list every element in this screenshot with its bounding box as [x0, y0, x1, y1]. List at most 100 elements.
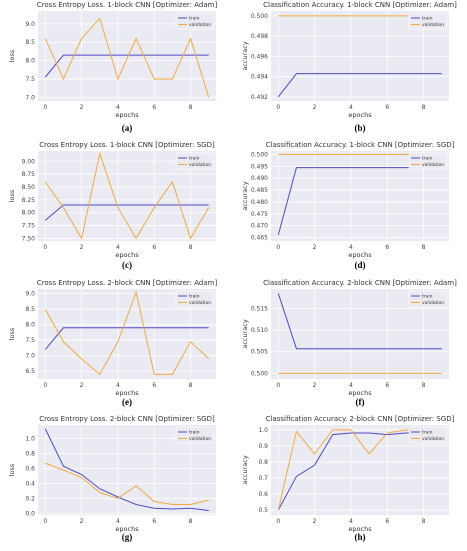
- y-tick-label: 7.5: [25, 337, 35, 344]
- x-tick-label: 6: [152, 518, 156, 525]
- x-tick-label: 0: [276, 244, 280, 251]
- y-tick-label: 9.0: [25, 21, 35, 28]
- x-tick-label: 4: [116, 518, 120, 525]
- y-tick-label: 0.490: [251, 175, 268, 182]
- x-tick-label: 2: [80, 244, 84, 251]
- x-tick-label: 0: [276, 382, 280, 389]
- y-axis-label: loss: [8, 49, 16, 62]
- subfigure-caption: (h): [340, 532, 380, 542]
- chart-panel: Classification Accuracy. 2-block CNN [Op…: [233, 414, 466, 551]
- x-tick-label: 6: [385, 518, 389, 525]
- legend-label: validation: [189, 162, 211, 168]
- chart-panel: Cross Entropy Loss. 1-block CNN [Optimiz…: [0, 140, 233, 277]
- y-tick-label: 0.500: [251, 13, 268, 20]
- x-tick-label: 4: [116, 104, 120, 111]
- x-tick-label: 4: [349, 518, 353, 525]
- x-tick-label: 4: [349, 104, 353, 111]
- y-axis-label: loss: [8, 463, 16, 476]
- y-tick-label: 0.496: [251, 53, 268, 60]
- y-axis-label: accuracy: [241, 181, 249, 210]
- y-tick-label: 1.0: [25, 436, 35, 443]
- y-tick-label: 9.00: [22, 158, 36, 165]
- chart-panel: Classification Accuracy. 1-block CNN [Op…: [233, 0, 466, 137]
- x-tick-label: 8: [422, 518, 426, 525]
- chart-panel: Classification Accuracy. 2-block CNN [Op…: [233, 278, 466, 415]
- legend-label: train: [189, 156, 200, 162]
- x-tick-label: 8: [189, 244, 193, 251]
- y-tick-label: 1.0: [258, 427, 268, 434]
- line-chart: Cross Entropy Loss. 2-block CNN [Optimiz…: [0, 414, 233, 536]
- line-chart: Cross Entropy Loss. 1-block CNN [Optimiz…: [0, 0, 233, 122]
- x-tick-label: 8: [189, 518, 193, 525]
- legend-label: validation: [422, 22, 444, 28]
- x-tick-label: 2: [80, 518, 84, 525]
- y-axis-label: accuracy: [241, 41, 249, 70]
- line-chart: Classification Accuracy. 1-block CNN [Op…: [233, 0, 466, 122]
- chart-title: Classification Accuracy. 2-block CNN [Op…: [263, 279, 457, 287]
- y-tick-label: 0.498: [251, 33, 268, 40]
- y-tick-label: 8.25: [22, 197, 36, 204]
- subfigure-caption: (g): [107, 532, 147, 542]
- x-tick-label: 0: [43, 382, 47, 389]
- y-tick-label: 0.494: [251, 74, 268, 81]
- x-tick-label: 2: [313, 382, 317, 389]
- subfigure-caption: (a): [107, 123, 147, 133]
- x-axis-label: epochs: [348, 389, 372, 397]
- y-tick-label: 0.480: [251, 199, 268, 206]
- chart-title: Classification Accuracy. 1-block CNN [Op…: [263, 1, 457, 9]
- y-axis-label: accuracy: [241, 455, 249, 484]
- y-tick-label: 0.4: [25, 481, 35, 488]
- y-tick-label: 0.6: [258, 491, 268, 498]
- y-tick-label: 8.0: [25, 58, 35, 65]
- y-tick-label: 0.9: [258, 443, 268, 450]
- y-tick-label: 0.510: [251, 327, 268, 334]
- x-axis-label: epochs: [115, 251, 139, 259]
- y-tick-label: 0.475: [251, 211, 268, 218]
- line-chart: Cross Entropy Loss. 2-block CNN [Optimiz…: [0, 278, 233, 400]
- y-tick-label: 8.5: [25, 306, 35, 313]
- y-tick-label: 0.6: [25, 466, 35, 473]
- x-tick-label: 2: [80, 104, 84, 111]
- legend-label: train: [422, 294, 433, 300]
- y-tick-label: 8.5: [25, 39, 35, 46]
- subfigure-caption: (d): [340, 260, 380, 270]
- chart-title: Cross Entropy Loss. 1-block CNN [Optimiz…: [39, 141, 215, 149]
- subfigure-caption: (b): [340, 123, 380, 133]
- x-tick-label: 0: [43, 518, 47, 525]
- x-axis-label: epochs: [115, 389, 139, 397]
- y-tick-label: 0.492: [251, 94, 268, 101]
- y-tick-label: 0.495: [251, 163, 268, 170]
- y-tick-label: 0.485: [251, 187, 268, 194]
- y-tick-label: 6.5: [25, 368, 35, 375]
- chart-title: Classification Accuracy. 2-block CNN [Op…: [266, 415, 455, 423]
- x-tick-label: 4: [349, 244, 353, 251]
- legend-label: train: [189, 294, 200, 300]
- x-tick-label: 8: [422, 244, 426, 251]
- chart-title: Cross Entropy Loss. 2-block CNN [Optimiz…: [39, 415, 215, 423]
- y-tick-label: 0.8: [258, 459, 268, 466]
- chart-title: Cross Entropy Loss. 1-block CNN [Optimiz…: [37, 1, 218, 9]
- x-tick-label: 6: [385, 104, 389, 111]
- chart-title: Classification Accuracy. 1-block CNN [Op…: [266, 141, 455, 149]
- x-tick-label: 6: [152, 244, 156, 251]
- y-tick-label: 8.75: [22, 171, 36, 178]
- legend-label: train: [189, 430, 200, 436]
- y-tick-label: 8.0: [25, 322, 35, 329]
- legend-label: validation: [189, 300, 211, 306]
- y-tick-label: 7.0: [25, 94, 35, 101]
- chart-panel: Cross Entropy Loss. 2-block CNN [Optimiz…: [0, 278, 233, 415]
- chart-title: Cross Entropy Loss. 2-block CNN [Optimiz…: [37, 279, 218, 287]
- x-axis-label: epochs: [348, 251, 372, 259]
- legend-label: train: [422, 430, 433, 436]
- legend-label: validation: [189, 436, 211, 442]
- x-tick-label: 8: [189, 104, 193, 111]
- y-tick-label: 8.50: [22, 184, 36, 191]
- x-tick-label: 6: [152, 382, 156, 389]
- chart-panel: Cross Entropy Loss. 1-block CNN [Optimiz…: [0, 0, 233, 137]
